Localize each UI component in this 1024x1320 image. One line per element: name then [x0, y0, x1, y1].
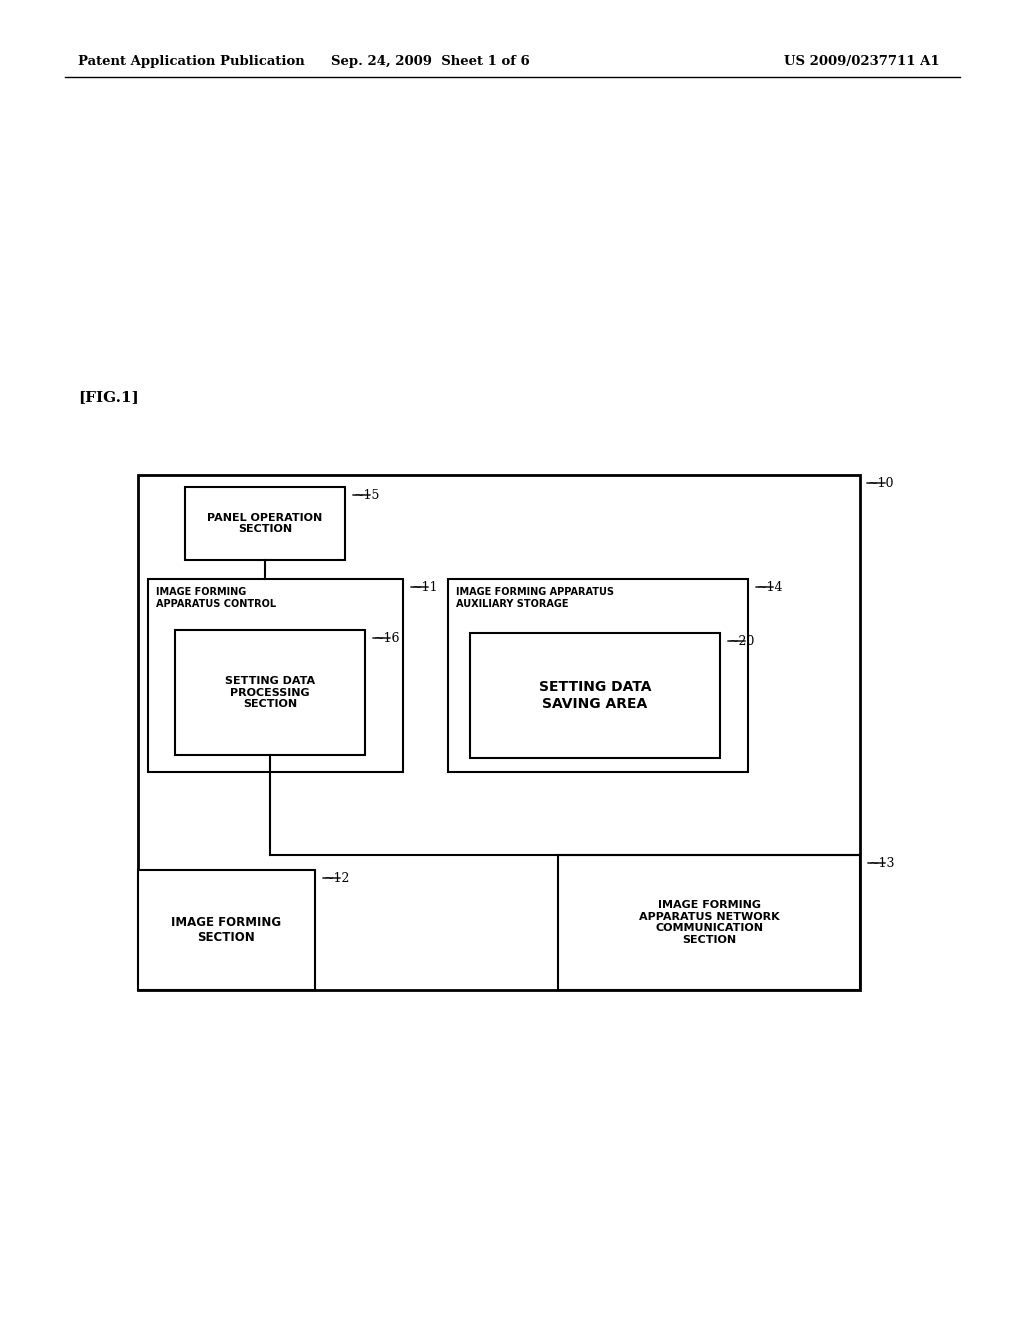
Bar: [148, 579, 403, 772]
Text: Patent Application Publication: Patent Application Publication: [78, 55, 305, 69]
Text: PANEL OPERATION
SECTION: PANEL OPERATION SECTION: [208, 512, 323, 535]
Text: IMAGE FORMING
APPARATUS NETWORK
COMMUNICATION
SECTION: IMAGE FORMING APPARATUS NETWORK COMMUNIC…: [639, 900, 779, 945]
Text: SETTING DATA
SAVING AREA: SETTING DATA SAVING AREA: [539, 680, 651, 710]
Bar: [558, 855, 860, 990]
Text: US 2009/0237711 A1: US 2009/0237711 A1: [784, 55, 940, 69]
Text: ~13: ~13: [869, 857, 896, 870]
Bar: [470, 634, 720, 758]
Text: ~15: ~15: [354, 488, 380, 502]
Text: ~12: ~12: [324, 873, 350, 884]
Text: ~11: ~11: [412, 581, 438, 594]
Text: SETTING DATA
PROCESSING
SECTION: SETTING DATA PROCESSING SECTION: [225, 676, 315, 709]
Text: ~10: ~10: [868, 477, 895, 490]
Bar: [138, 870, 315, 990]
Text: ~14: ~14: [757, 581, 783, 594]
Text: IMAGE FORMING
SECTION: IMAGE FORMING SECTION: [171, 916, 282, 944]
Bar: [175, 630, 365, 755]
Bar: [185, 487, 345, 560]
Bar: [449, 579, 748, 772]
Text: IMAGE FORMING APPARATUS
AUXILIARY STORAGE: IMAGE FORMING APPARATUS AUXILIARY STORAG…: [456, 587, 614, 609]
Bar: [138, 475, 860, 990]
Text: Sep. 24, 2009  Sheet 1 of 6: Sep. 24, 2009 Sheet 1 of 6: [331, 55, 529, 69]
Text: [FIG.1]: [FIG.1]: [78, 389, 138, 404]
Text: ~16: ~16: [374, 632, 400, 645]
Text: ~20: ~20: [729, 635, 756, 648]
Text: IMAGE FORMING
APPARATUS CONTROL: IMAGE FORMING APPARATUS CONTROL: [156, 587, 276, 609]
